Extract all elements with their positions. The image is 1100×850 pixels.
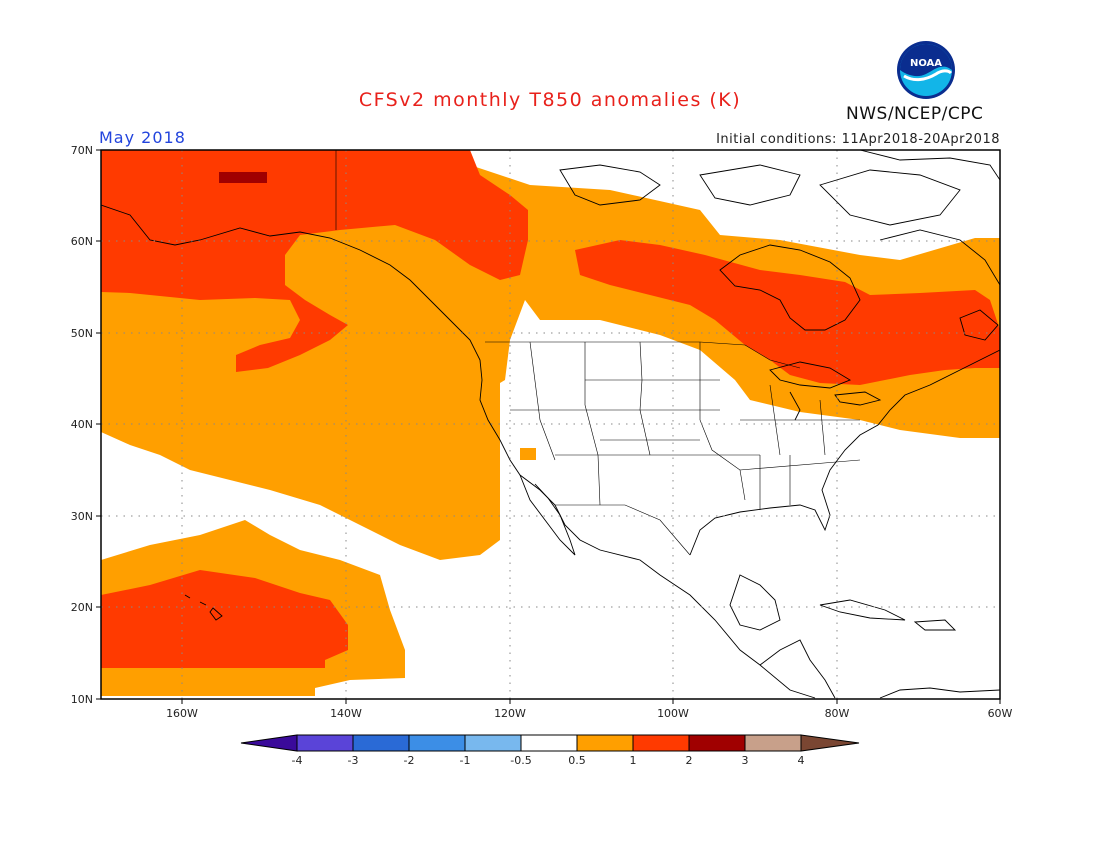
colorbar-tick: -2 bbox=[404, 754, 415, 767]
colorbar-swatch bbox=[464, 734, 522, 752]
colorbar-swatch bbox=[296, 734, 354, 752]
colorbar-swatch bbox=[744, 734, 802, 752]
lon-label: 160W bbox=[166, 707, 198, 720]
anomaly-region-alaska-peak bbox=[219, 172, 267, 183]
colorbar-tick: 3 bbox=[742, 754, 749, 767]
chart-title: CFSv2 monthly T850 anomalies (K) bbox=[358, 89, 742, 111]
colorbar-swatch bbox=[632, 734, 690, 752]
lat-label: 30N bbox=[71, 510, 93, 523]
colorbar-tick: -4 bbox=[292, 754, 303, 767]
colorbar-tick: -0.5 bbox=[510, 754, 531, 767]
anomaly-region-california-spot bbox=[520, 448, 536, 460]
lon-label: 140W bbox=[330, 707, 362, 720]
anomaly-field bbox=[101, 150, 1000, 699]
colorbar-tick: 4 bbox=[798, 754, 805, 767]
noaa-logo: NOAA bbox=[897, 41, 955, 99]
logo-text: NOAA bbox=[910, 58, 942, 69]
tick-marks bbox=[96, 149, 1001, 704]
anomaly-region-hawaii bbox=[101, 570, 348, 668]
anomaly-region-alaska bbox=[101, 150, 528, 372]
lat-labels: 70N 60N 50N 40N 30N 20N 10N bbox=[71, 144, 93, 706]
colorbar-swatch bbox=[576, 734, 634, 752]
lon-label: 60W bbox=[988, 707, 1013, 720]
colorbar-tick: 1 bbox=[630, 754, 637, 767]
lat-label: 50N bbox=[71, 327, 93, 340]
lon-label: 120W bbox=[494, 707, 526, 720]
lat-label: 70N bbox=[71, 144, 93, 157]
colorbar-swatch-below--4 bbox=[240, 734, 298, 752]
lon-labels: 160W 140W 120W 100W 80W 60W bbox=[166, 707, 1012, 720]
colorbar-swatch bbox=[408, 734, 466, 752]
anomaly-region-canada-east bbox=[575, 240, 1000, 385]
agency-label: NWS/NCEP/CPC bbox=[846, 104, 984, 124]
lat-label: 20N bbox=[71, 601, 93, 614]
anomaly-region-pacific-north bbox=[101, 150, 1000, 560]
lat-label: 10N bbox=[71, 693, 93, 706]
lon-label: 100W bbox=[657, 707, 689, 720]
colorbar-swatch bbox=[352, 734, 410, 752]
coastlines bbox=[101, 150, 1000, 699]
colorbar-tick: 0.5 bbox=[568, 754, 586, 767]
colorbar bbox=[240, 734, 860, 752]
colorbar-tick: -1 bbox=[460, 754, 471, 767]
colorbar-swatch-above-4 bbox=[800, 734, 860, 752]
colorbar-labels: -4 -3 -2 -1 -0.5 0.5 1 2 3 4 bbox=[292, 754, 805, 767]
lat-label: 60N bbox=[71, 235, 93, 248]
colorbar-tick: -3 bbox=[348, 754, 359, 767]
forecast-month: May 2018 bbox=[99, 128, 186, 147]
political-boundaries bbox=[335, 150, 861, 556]
lat-label: 40N bbox=[71, 418, 93, 431]
colorbar-tick: 2 bbox=[686, 754, 693, 767]
colorbar-swatch bbox=[688, 734, 746, 752]
colorbar-swatch bbox=[520, 734, 578, 752]
initial-conditions: Initial conditions: 11Apr2018-20Apr2018 bbox=[716, 132, 1000, 147]
graticule bbox=[101, 150, 1000, 699]
lon-label: 80W bbox=[825, 707, 850, 720]
